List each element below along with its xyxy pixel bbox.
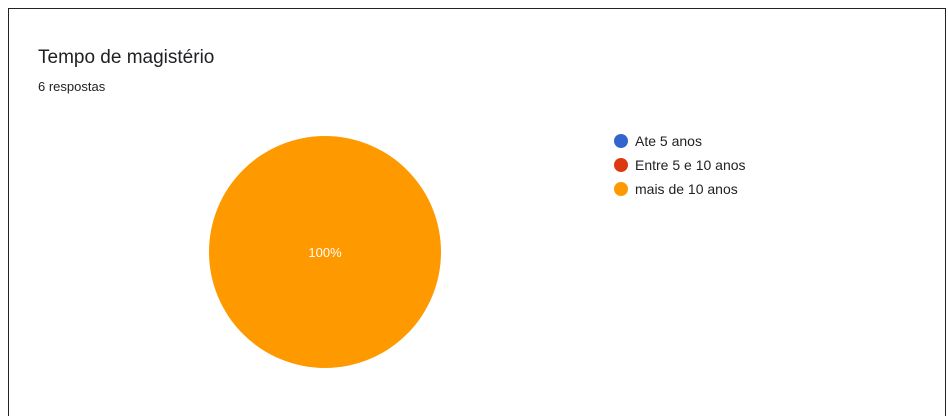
pie-slice-mais-de-10-anos[interactable] xyxy=(209,136,441,368)
chart-card: Tempo de magistério 6 respostas 100% Ate … xyxy=(8,8,946,416)
legend-item-ate-5-anos[interactable]: Ate 5 anos xyxy=(614,133,702,149)
chart-title: Tempo de magistério xyxy=(38,47,215,68)
legend-label: Ate 5 anos xyxy=(635,133,702,149)
pie-label-mais-de-10-anos: 100% xyxy=(308,245,342,260)
legend-label: mais de 10 anos xyxy=(635,181,738,197)
legend-swatch xyxy=(614,134,628,148)
legend-item-mais-de-10-anos[interactable]: mais de 10 anos xyxy=(614,181,738,197)
legend-label: Entre 5 e 10 anos xyxy=(635,157,746,173)
pie-chart: 100% Ate 5 anos Entre 5 e 10 anos mais de 1… xyxy=(209,133,746,368)
legend-item-entre-5-e-10-anos[interactable]: Entre 5 e 10 anos xyxy=(614,157,746,173)
legend-swatch xyxy=(614,158,628,172)
legend-swatch xyxy=(614,182,628,196)
response-count: 6 respostas xyxy=(38,79,106,94)
